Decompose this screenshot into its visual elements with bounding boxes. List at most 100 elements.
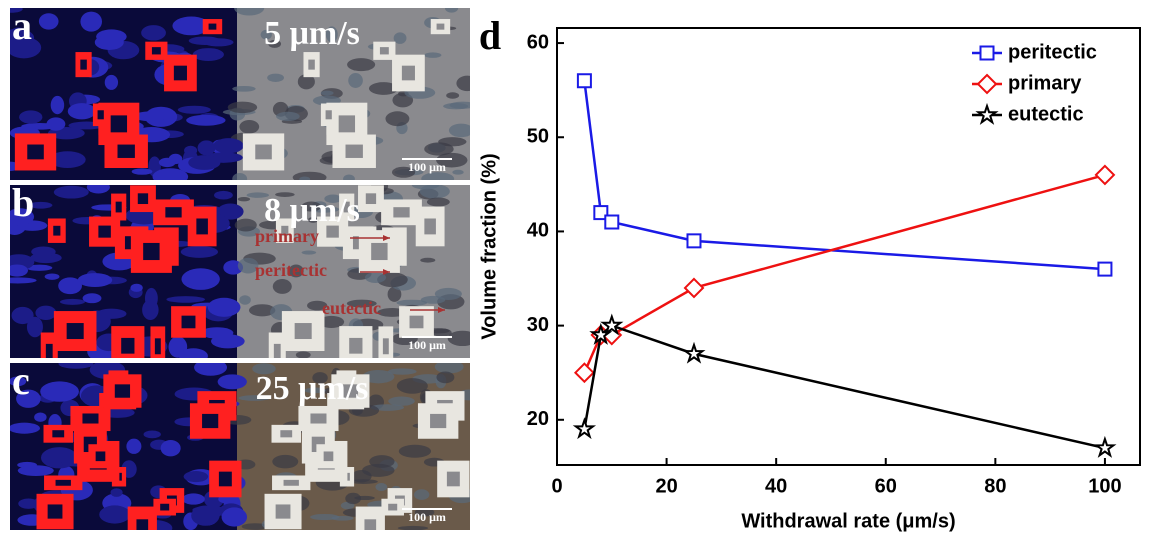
primary-phase (121, 337, 135, 354)
dendrite (413, 489, 430, 500)
legend-label: eutectic (1008, 103, 1084, 125)
x-tick-label: 0 (551, 475, 562, 497)
dendrite (10, 422, 40, 434)
dendrite (246, 192, 269, 198)
panel-label: b (12, 180, 34, 225)
dendrite (19, 110, 43, 124)
series-line (583, 324, 1106, 450)
dendrite (268, 39, 282, 48)
primary-optical (255, 144, 272, 160)
dendrite (239, 120, 260, 134)
primary-phase (95, 451, 106, 462)
primary-phase (208, 23, 217, 30)
primary-optical (349, 337, 363, 354)
dendrite (301, 250, 317, 255)
legend-label: primary (1008, 72, 1082, 94)
dendrite (35, 305, 57, 321)
speed-label: 25 μm/s (256, 370, 369, 407)
primary-optical (343, 201, 350, 213)
dendrite (16, 389, 41, 408)
legend-marker (976, 73, 998, 95)
primary-phase (53, 225, 61, 236)
primary-phase (136, 519, 149, 530)
dendrite (178, 348, 208, 358)
dendrite (238, 395, 271, 401)
dendrite (152, 168, 189, 180)
dendrite (38, 13, 59, 30)
dendrite (364, 272, 387, 284)
dendrite (207, 297, 241, 317)
primary-phase (110, 115, 128, 133)
dendrite (192, 48, 224, 62)
primary-phase (80, 59, 87, 70)
dendrite (194, 363, 228, 376)
primary-phase (173, 65, 187, 81)
data-point (572, 417, 597, 440)
data-point (1097, 261, 1113, 277)
primary-optical (430, 413, 447, 429)
y-tick-label: 50 (527, 126, 549, 148)
x-tick-label: 80 (984, 475, 1006, 497)
dendrite (320, 90, 334, 96)
dendrite (10, 277, 37, 284)
data-point (600, 313, 624, 336)
dendrite (426, 197, 450, 207)
dendrite (368, 82, 399, 95)
primary-optical (388, 503, 398, 511)
dendrite (434, 363, 464, 374)
primary-phase (202, 413, 219, 429)
dendrite (391, 166, 416, 178)
y-tick-label: 30 (527, 314, 549, 336)
primary-optical (310, 413, 327, 424)
dendrite (214, 190, 233, 200)
dendrite (436, 152, 468, 168)
primary-optical (424, 218, 436, 235)
dendrite (141, 25, 166, 41)
data-point (573, 362, 595, 384)
primary-phase (151, 47, 161, 55)
dendrite (29, 201, 53, 209)
data-point (593, 205, 609, 221)
dendrite (177, 105, 211, 114)
y-tick-label: 60 (527, 31, 549, 53)
dendrite (362, 370, 395, 384)
y-axis-label: Volume fraction (%) (478, 153, 500, 339)
dendrite (420, 257, 436, 263)
panel-label: c (12, 358, 30, 403)
dendrite (227, 101, 258, 114)
legend-marker (979, 45, 995, 61)
dendrite (301, 201, 322, 212)
dendrite (421, 172, 455, 180)
dendrite (221, 507, 248, 527)
dendrite (10, 208, 35, 226)
primary-phase (97, 110, 104, 120)
dendrite (434, 287, 462, 300)
speed-label: 8 μm/s (264, 192, 360, 229)
dendrite (26, 316, 43, 338)
dendrite (446, 92, 460, 99)
annotation: primary (255, 226, 319, 246)
dendrite (393, 32, 407, 44)
dendrite (211, 334, 245, 349)
dendrite (234, 218, 257, 232)
x-tick-label: 40 (765, 475, 787, 497)
primary-phase (165, 207, 182, 218)
dendrite (385, 111, 410, 127)
dendrite (77, 273, 113, 288)
panel-label: a (12, 3, 32, 48)
dendrite (133, 111, 169, 122)
data-point (686, 233, 702, 249)
dendrite (414, 507, 435, 517)
dendrite (447, 330, 470, 347)
primary-optical (401, 65, 415, 81)
dendrite (325, 26, 338, 43)
dendrite (369, 455, 395, 468)
primary-optical (371, 242, 388, 261)
dendrite (232, 173, 248, 180)
dendrite (288, 264, 304, 278)
dendrite (188, 155, 221, 170)
dendrite (10, 28, 35, 47)
dendrite (295, 351, 311, 358)
annotation: eutectic (322, 298, 381, 318)
primary-phase (127, 506, 157, 530)
